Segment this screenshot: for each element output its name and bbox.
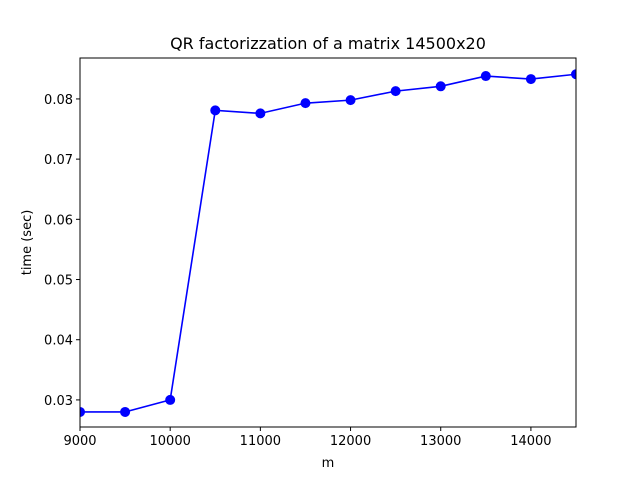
data-point <box>80 406 85 417</box>
x-tick-label: 14000 <box>510 434 551 449</box>
y-tick-label: 0.03 <box>44 394 73 409</box>
data-point <box>255 108 266 119</box>
x-tick-label: 9000 <box>63 434 96 449</box>
x-tick-label: 12000 <box>330 434 371 449</box>
data-point <box>571 69 576 80</box>
y-axis: 0.03 0.04 0.05 0.06 0.07 0.08 <box>44 93 80 409</box>
y-axis-label: time (sec) <box>20 210 35 276</box>
plot-area <box>79 57 577 428</box>
data-point <box>390 86 401 97</box>
data-point <box>120 406 131 417</box>
data-point <box>525 74 536 85</box>
data-point <box>435 81 446 92</box>
x-tick-label: 10000 <box>150 434 191 449</box>
data-point <box>165 394 176 405</box>
data-point <box>345 95 356 106</box>
chart-title: QR factorizzation of a matrix 14500x20 <box>170 34 486 53</box>
y-tick-label: 0.06 <box>44 213 73 228</box>
y-tick-label: 0.08 <box>44 93 73 108</box>
axes-frame <box>79 57 577 428</box>
series-layer <box>80 69 576 417</box>
y-tick-label: 0.05 <box>44 274 73 289</box>
y-tick-label: 0.07 <box>44 153 73 168</box>
data-point <box>300 98 311 109</box>
data-point <box>210 105 221 116</box>
data-point <box>480 71 491 82</box>
x-axis-label: m <box>322 456 335 471</box>
series-line <box>80 73 576 413</box>
y-tick-label: 0.04 <box>44 334 73 349</box>
x-axis: 9000 10000 11000 12000 13000 14000 <box>63 427 552 449</box>
x-tick-label: 11000 <box>240 434 281 449</box>
x-tick-label: 13000 <box>420 434 461 449</box>
